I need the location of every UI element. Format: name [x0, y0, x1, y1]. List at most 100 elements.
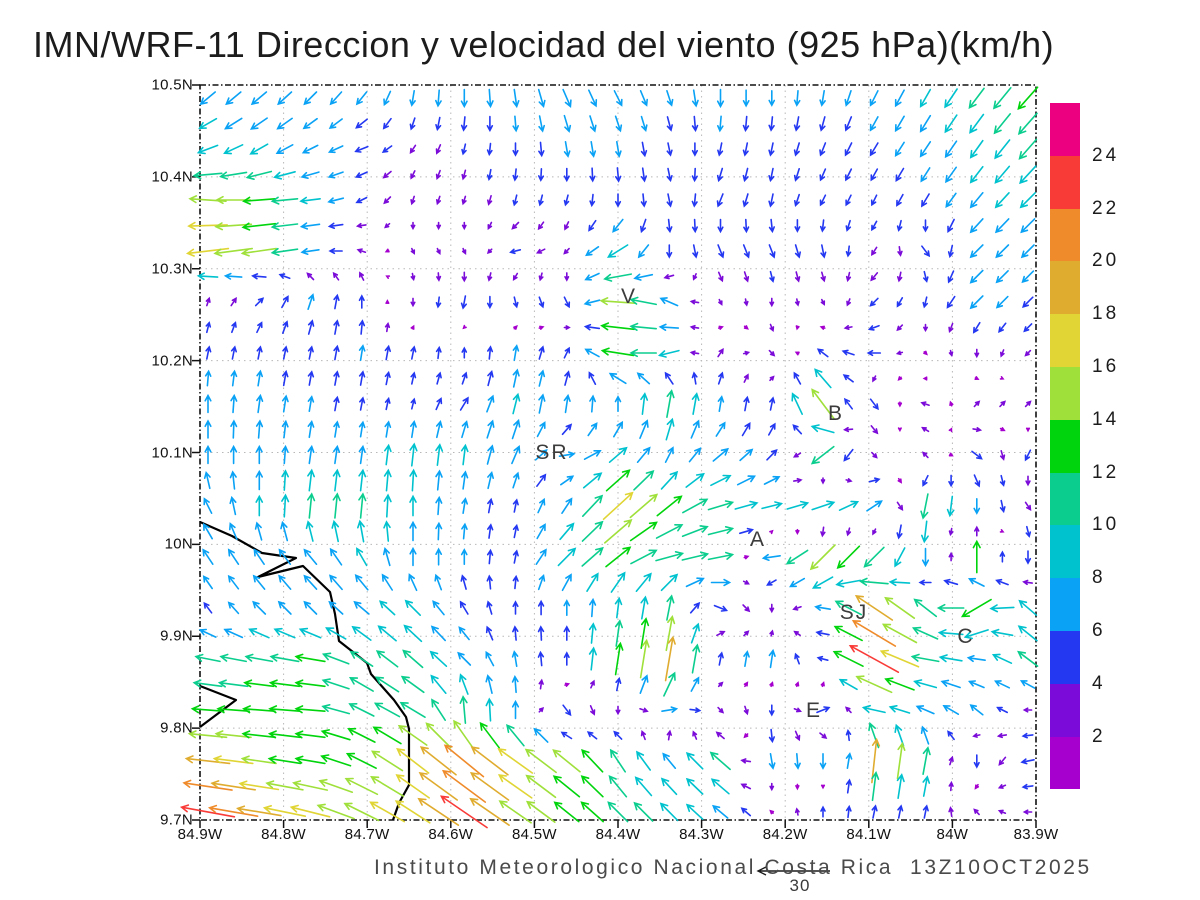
- wind-arrow: [1017, 650, 1039, 667]
- wind-arrow: [922, 746, 931, 775]
- wind-arrow: [820, 244, 827, 259]
- wind-arrow: [194, 653, 221, 663]
- wind-arrow: [869, 297, 879, 307]
- wind-arrow: [997, 784, 1007, 789]
- wind-arrow: [717, 271, 724, 283]
- wind-arrow: [769, 297, 775, 308]
- colorbar-swatch: [1050, 208, 1080, 262]
- wind-arrow: [999, 529, 1005, 533]
- wind-arrow: [819, 142, 827, 157]
- wind-arrow: [629, 322, 657, 331]
- wind-arrow: [384, 443, 392, 466]
- wind-arrow: [560, 731, 573, 740]
- wind-arrow: [535, 548, 547, 565]
- wind-arrow: [811, 388, 835, 420]
- wind-arrow: [692, 730, 698, 740]
- footer-text: Instituto Meteorologico Nacional Costa R…: [374, 856, 1092, 879]
- wind-arrow: [224, 117, 243, 130]
- wind-arrow: [879, 649, 920, 668]
- wind-arrow: [538, 369, 546, 387]
- wind-arrow: [409, 144, 417, 155]
- page-title: IMN/WRF-11 Direccion y velocidad del vie…: [33, 24, 1055, 65]
- wind-arrow: [921, 451, 929, 459]
- wind-arrow: [599, 297, 636, 306]
- wind-arrow: [187, 221, 228, 230]
- wind-arrow: [896, 501, 904, 512]
- wind-arrow: [486, 295, 493, 310]
- wind-arrow: [996, 706, 1008, 714]
- wind-arrow: [231, 321, 237, 334]
- wind-arrow: [743, 373, 749, 383]
- wind-arrow: [691, 218, 698, 234]
- wind-arrow: [845, 752, 853, 769]
- wind-arrow: [564, 272, 570, 282]
- wind-arrow: [820, 298, 826, 306]
- longitude-label: 84.4W: [595, 826, 641, 843]
- wind-arrow: [561, 497, 573, 514]
- wind-arrow: [439, 795, 488, 829]
- reference-arrow: [756, 866, 830, 876]
- wind-arrow: [845, 478, 853, 483]
- wind-arrow: [434, 573, 443, 591]
- wind-arrow: [537, 574, 546, 591]
- longitude-label: 84.1W: [846, 826, 892, 843]
- wind-arrow: [793, 168, 800, 182]
- wind-arrow: [564, 370, 571, 386]
- wind-arrow: [999, 450, 1006, 461]
- wind-arrow: [300, 171, 320, 179]
- wind-arrow: [945, 192, 957, 208]
- colorbar-label: 12: [1092, 461, 1120, 483]
- wind-arrow: [896, 741, 906, 780]
- wind-arrow: [948, 427, 953, 433]
- wind-arrow: [768, 90, 776, 107]
- wind-arrow: [511, 418, 521, 440]
- wind-arrow: [922, 219, 929, 233]
- wind-arrow: [225, 91, 242, 106]
- wind-arrow: [681, 551, 710, 561]
- wind-arrow: [717, 244, 725, 259]
- wind-arrow: [690, 676, 700, 692]
- wind-arrow: [410, 345, 417, 360]
- wind-arrow: [459, 673, 469, 695]
- wind-arrow: [461, 470, 469, 490]
- wind-arrow: [819, 732, 828, 739]
- wind-arrow: [640, 218, 647, 234]
- city-label-c: C: [957, 625, 974, 648]
- wind-arrow: [461, 169, 467, 181]
- wind-arrow: [461, 143, 467, 156]
- wind-arrow: [355, 118, 368, 129]
- wind-arrow: [327, 222, 344, 229]
- wind-arrow: [870, 194, 878, 207]
- wind-arrow: [717, 347, 724, 358]
- wind-arrow: [358, 492, 367, 519]
- wind-arrow: [639, 707, 649, 713]
- wind-arrow: [656, 495, 683, 517]
- wind-arrow: [486, 394, 495, 413]
- wind-arrow: [400, 675, 425, 694]
- wind-arrow: [666, 193, 673, 208]
- wind-arrow: [282, 345, 289, 360]
- wind-arrow: [869, 90, 879, 107]
- wind-arrow: [384, 396, 391, 411]
- wind-arrow: [430, 674, 447, 694]
- wind-arrow: [588, 622, 597, 644]
- wind-arrow: [947, 270, 955, 284]
- wind-arrow: [716, 630, 726, 637]
- wind-arrow: [333, 370, 340, 386]
- wind-arrow: [332, 271, 340, 281]
- wind-arrow: [485, 697, 494, 722]
- wind-arrow: [294, 653, 326, 663]
- wind-arrow: [294, 755, 326, 765]
- wind-arrow: [384, 370, 391, 386]
- wind-arrow: [303, 600, 318, 615]
- wind-arrow: [435, 397, 443, 411]
- wind-arrow: [184, 755, 231, 765]
- wind-arrow: [923, 323, 928, 333]
- wind-arrow: [948, 322, 954, 333]
- wind-arrow: [948, 551, 954, 562]
- wind-arrow: [563, 167, 570, 183]
- wind-arrow: [640, 115, 648, 133]
- wind-arrow: [205, 321, 212, 334]
- wind-arrow: [940, 679, 961, 689]
